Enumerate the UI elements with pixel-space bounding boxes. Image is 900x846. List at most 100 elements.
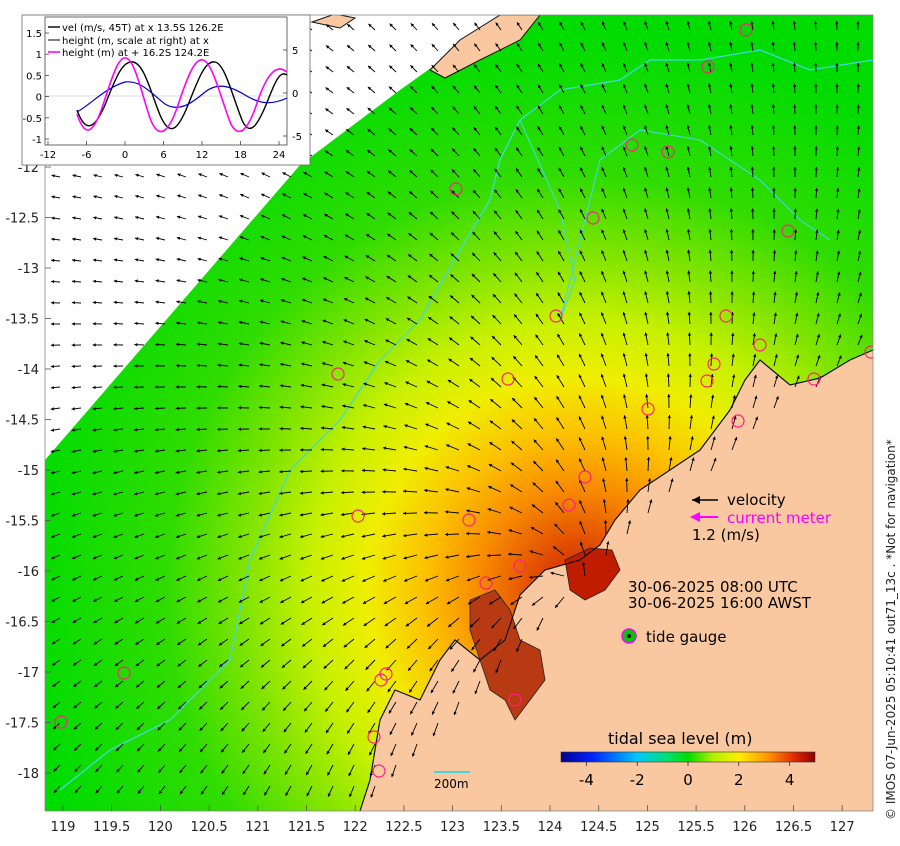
inset-x-tick-label: 24: [273, 150, 286, 161]
inset-y-right-tick-label: 0: [292, 89, 298, 100]
depth-contour-200m: [59, 49, 873, 791]
inset-x-tick-label: 6: [160, 150, 166, 161]
inset-timeseries: vel (m/s, 45T) at x 13.5S 126.2E height …: [21, 14, 311, 166]
y-tick-label: -13: [18, 262, 39, 277]
credit-text: © IMOS 07-Jun-2025 05:10:41 out71_13c . …: [884, 439, 898, 820]
inset-y-left-ticks: 1.5 1 0.5 0 -0.5 -1: [22, 29, 49, 146]
y-tick-label: -16: [18, 565, 39, 580]
inset-y-left-tick-label: 1.5: [26, 29, 42, 40]
y-tick-label: -16.5: [5, 616, 39, 631]
y-tick-label: -17: [18, 666, 39, 681]
scale-label: 1.2 (m/s): [692, 526, 760, 544]
inset-x-tick-label: 0: [122, 150, 128, 161]
colorbar-tick-label: 0: [683, 771, 693, 789]
tide-gauge-marker: [807, 372, 821, 386]
tide-gauge-marker: [864, 345, 873, 359]
tide-gauge-marker: [549, 309, 563, 323]
colorbar-gradient: [560, 751, 816, 763]
colorbar-tick-label: 2: [734, 771, 744, 789]
tide-gauge-marker: [707, 357, 721, 371]
tide-gauges: [54, 23, 873, 778]
y-axis-ticks: -12-12.5-13-13.5-14-14.5-15-15.5-16-16.5…: [5, 161, 51, 782]
inset-x-ticks: -12 -6 0 6 12 18 24: [40, 141, 286, 161]
inset-y-left-tick-label: -0.5: [22, 114, 42, 125]
x-tick-label: 125.5: [677, 820, 714, 835]
x-tick-label: 119.5: [93, 820, 130, 835]
x-tick-label: 121: [245, 820, 270, 835]
x-tick-label: 124: [538, 820, 563, 835]
time-awst: 30-06-2025 16:00 AWST: [628, 594, 812, 612]
legend-velocity: vel (m/s, 45T) at x 13.5S 126.2E: [62, 23, 224, 34]
tide-gauge-marker: [508, 693, 522, 707]
x-tick-label: 124.5: [580, 820, 617, 835]
tide-gauge-marker: [372, 764, 386, 778]
legend-height-x: height (m, scale at right) at x: [62, 36, 209, 47]
inset-y-right-ticks: 5 0 -5: [283, 46, 302, 143]
timor-island: [429, 15, 541, 79]
coastline: [359, 349, 873, 811]
inset-axes: [44, 16, 288, 146]
depth-contour-200m-east: [519, 119, 831, 321]
inset-height-x-curve: [76, 81, 288, 113]
x-tick-label: 120.5: [190, 820, 227, 835]
x-tick-label: 123.5: [483, 820, 520, 835]
y-tick-label: -15: [18, 464, 39, 479]
inset-x-tick-label: -12: [40, 150, 56, 161]
inset-legend: vel (m/s, 45T) at x 13.5S 126.2E height …: [48, 23, 224, 59]
colorbar-tick-label: -4: [579, 771, 594, 789]
inset-y-left-tick-label: 1: [36, 50, 42, 61]
x-tick-label: 122.5: [385, 820, 422, 835]
x-axis-ticks: 119 119.5 120 120.5 121 121.5 122 122.5 123 123.5…: [51, 805, 855, 835]
y-tick-label: -13.5: [5, 313, 39, 328]
tide-gauge-marker: [719, 309, 733, 323]
tide-gauge-marker: [117, 666, 131, 680]
colorbar: tidal sea level (m) -4 -2 0 2 4: [560, 729, 816, 789]
colorbar-title: tidal sea level (m): [608, 729, 752, 748]
tide-gauge-marker: [562, 498, 576, 512]
inset-x-tick-label: -6: [82, 150, 92, 161]
tide-gauge-marker: [781, 224, 795, 238]
tide-gauge-marker: [501, 372, 515, 386]
current-meter-label: current meter: [727, 509, 832, 527]
x-tick-label: 121.5: [288, 820, 325, 835]
tide-gauge-marker: [731, 414, 745, 428]
collier-bay-inlet: [564, 547, 621, 601]
x-tick-label: 119: [51, 820, 76, 835]
tide-gauge-marker: [661, 145, 675, 159]
small-island: [310, 15, 357, 29]
y-tick-label: -17.5: [5, 717, 39, 732]
tide-gauge-marker: [641, 402, 655, 416]
tide-gauge-marker: [701, 60, 715, 74]
legend-height-plus: height (m) at + 16.2S 124.2E: [62, 48, 209, 59]
colorbar-ticks: -4 -2 0 2 4: [579, 762, 794, 789]
velocity-label: velocity: [727, 491, 786, 509]
y-tick-label: -14: [18, 363, 39, 378]
inset-height-plus-curve: [76, 57, 288, 133]
inset-y-right-tick-label: 5: [292, 46, 298, 57]
ocean-sea-level-field: [45, 15, 873, 811]
y-tick-label: -18: [18, 767, 39, 782]
time-utc: 30-06-2025 08:00 UTC: [628, 578, 798, 596]
tide-gauge-marker: [513, 559, 527, 573]
tide-gauge-marker: [331, 367, 345, 381]
y-tick-label: -15.5: [5, 515, 39, 530]
inset-velocity-curve: [76, 61, 288, 130]
tide-gauge-label: tide gauge: [646, 628, 727, 646]
colorbar-tick-label: 4: [785, 771, 795, 789]
colorbar-tick-label: -2: [630, 771, 645, 789]
x-tick-label: 127: [830, 820, 855, 835]
tide-gauge-marker: [753, 338, 767, 352]
tide-gauge-marker: [625, 138, 639, 152]
inset-x-tick-label: 12: [196, 150, 209, 161]
plot-frame: [44, 14, 874, 812]
y-tick-label: -12.5: [5, 212, 39, 227]
depth-contour-label: 200m: [434, 777, 469, 791]
inset-x-tick-label: 18: [234, 150, 247, 161]
inset-y-left-tick-label: 0: [36, 93, 42, 104]
tide-gauge-marker: [367, 730, 381, 744]
inset-y-left-tick-label: -1: [32, 135, 42, 146]
tide-gauge-marker: [462, 513, 476, 527]
tide-gauge-marker: [479, 576, 493, 590]
tide-gauge-marker: [739, 23, 753, 37]
